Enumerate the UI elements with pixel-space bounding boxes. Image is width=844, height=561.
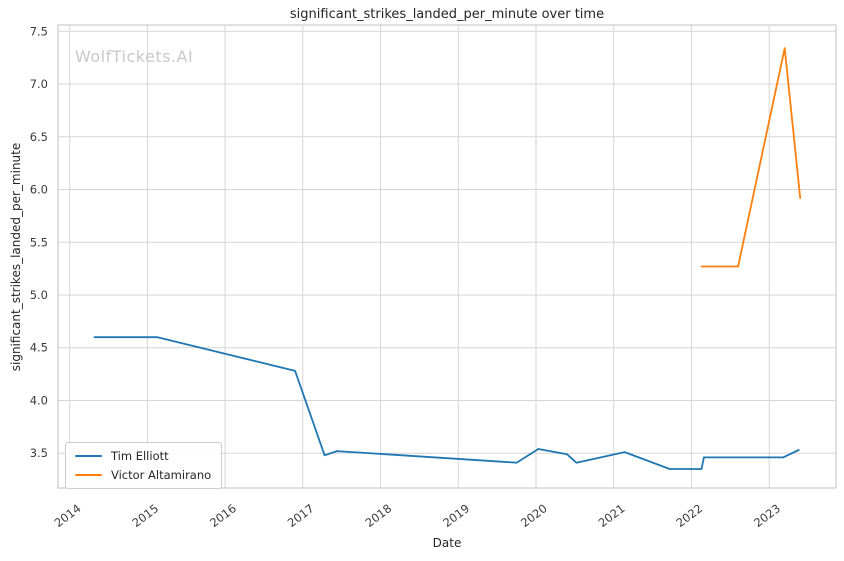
y-tick-label: 3.5 [30,446,48,460]
x-tick-label: 2022 [673,501,705,530]
chart-title: significant_strikes_landed_per_minute ov… [289,7,605,22]
y-tick-label: 5.0 [30,288,48,302]
x-tick-label: 2018 [362,501,394,530]
y-tick-label: 4.0 [30,394,48,408]
y-axis-label: significant_strikes_landed_per_minute [9,142,23,372]
legend: Tim Elliott Victor Altamirano [65,442,223,489]
legend-swatch-tim-elliott [75,454,102,458]
x-tick-label: 2020 [518,501,550,530]
y-tick-label: 5.5 [30,235,48,249]
y-tick-label: 7.5 [30,24,48,38]
x-tick-label: 2014 [52,501,84,530]
y-tick-label: 4.5 [30,341,48,355]
x-tick-label: 2017 [285,501,317,530]
legend-item-victor-altamirano: Victor Altamirano [75,468,211,482]
legend-swatch-victor-altamirano [75,473,102,477]
legend-item-tim-elliott: Tim Elliott [75,449,211,463]
watermark: WolfTickets.AI [75,47,194,66]
legend-label-tim-elliott: Tim Elliott [111,449,169,463]
x-tick-label: 2021 [596,501,628,530]
x-axis-label: Date [432,536,462,550]
x-tick-label: 2023 [751,501,783,530]
y-tick-label: 6.5 [30,130,48,144]
y-tick-label: 7.0 [30,77,48,91]
legend-label-victor-altamirano: Victor Altamirano [111,468,212,482]
x-tick-label: 2015 [129,501,161,530]
series-line-0 [93,336,800,470]
y-tick-label: 6.0 [30,183,48,197]
series-line-1 [700,47,802,268]
x-tick-label: 2016 [207,501,239,530]
x-tick-label: 2019 [440,501,472,530]
plot-border [57,24,837,489]
